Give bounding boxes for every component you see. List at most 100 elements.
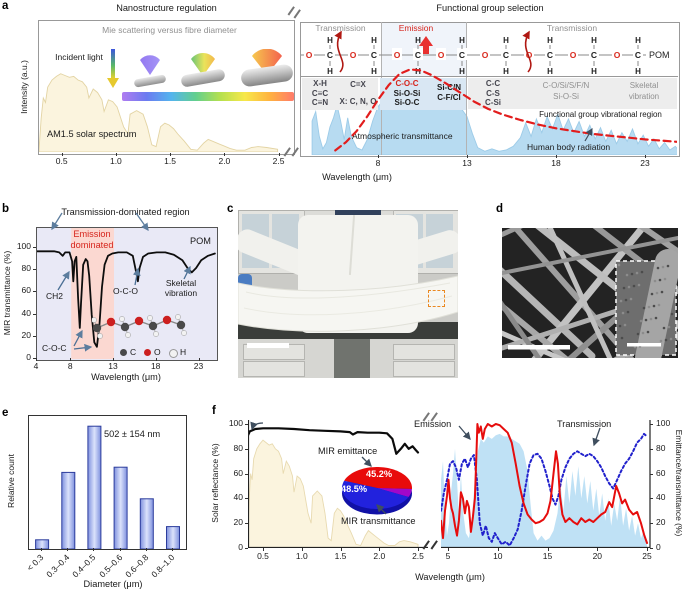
e-tick: [41, 548, 43, 551]
b-tick-label: 100: [16, 241, 31, 251]
f-left-tick: [379, 548, 381, 551]
b-tick-label: 23: [193, 361, 204, 371]
svg-text:H: H: [327, 67, 333, 76]
emission-dominated-label-1: Emission: [73, 229, 111, 239]
am15-label: AM1.5 solar spectrum: [47, 129, 137, 139]
b-tick: [33, 269, 36, 271]
incident-light-label: Incident light: [55, 52, 103, 62]
svg-text:C: C: [371, 50, 377, 60]
mir-emittance-label: MIR emittance: [318, 446, 378, 456]
svg-text:C: C: [635, 50, 641, 60]
panel-a-label: a: [2, 0, 9, 12]
a-left-tick: [224, 153, 226, 156]
b-tick: [33, 335, 36, 337]
mie-fan-small-icon: [140, 55, 160, 75]
f-right-tick: [650, 548, 653, 549]
f-right-tick: [448, 548, 449, 551]
svg-text:H: H: [635, 36, 641, 45]
mie-fan-medium-icon: [191, 53, 215, 76]
f-left-tick: [245, 448, 248, 450]
svg-text:O: O: [570, 50, 577, 60]
e-tick: [172, 548, 173, 551]
a-left-tick-label: 2.0: [218, 156, 231, 166]
f-right-tick: [650, 498, 653, 500]
region-transmission-right: Transmission: [546, 23, 598, 33]
svg-text:C: C: [327, 50, 333, 60]
group-bg-emission: [380, 78, 466, 110]
oxygen-legend-icon: [144, 349, 151, 356]
panel-d-label: d: [496, 203, 504, 215]
f-right-tick: [650, 473, 653, 475]
group-cc-triple: C≡C: [311, 88, 329, 98]
b-tick-label: 18: [150, 361, 161, 371]
svg-text:POM: POM: [649, 50, 670, 60]
b-tick-label: 80: [21, 263, 31, 274]
svg-text:H: H: [459, 36, 465, 45]
sem-image: [502, 228, 678, 358]
am15-solar-spectrum-chart: [39, 73, 279, 152]
f-right-tick-label: 25: [642, 551, 652, 561]
ch2-annotation: CH2: [46, 291, 64, 301]
incident-light-arrow-icon: [107, 49, 119, 88]
e-tick: [93, 548, 95, 551]
svg-text:H: H: [327, 36, 333, 45]
oxygen-legend-label: O: [154, 347, 161, 357]
mir-transmittance-chart: [36, 227, 218, 361]
f-left-tick: [418, 548, 419, 551]
b-tick: [33, 291, 36, 293]
panel-f-ylabel-left: Solar reflectance (%): [210, 443, 221, 523]
svg-text:H: H: [547, 67, 553, 76]
b-tick-label: 20: [21, 329, 31, 340]
panel-c-label: c: [227, 203, 234, 215]
panel-b-title: Transmission-dominated region: [61, 207, 190, 217]
group-skeletal-1: Skeletal: [629, 81, 659, 90]
e-tick: [119, 548, 121, 551]
f-left-tick-label: 1.5: [334, 551, 347, 561]
drawer: [243, 361, 305, 377]
group-siosi2: Si-O-Si: [553, 91, 579, 101]
svg-text:H: H: [547, 36, 553, 45]
svg-text:H: H: [591, 36, 597, 45]
panel-a-xlabel: Wavelength (μm): [322, 172, 392, 182]
fabric-photo: [238, 210, 458, 378]
a-right-tick: [556, 155, 557, 158]
a-left-tick: [61, 153, 63, 156]
panel-a-right-title: Functional group selection: [436, 3, 544, 13]
panel-f-label: f: [212, 405, 216, 417]
coc-annotation: C-O-C: [42, 343, 67, 353]
panel-e-ylabel: Relative count: [6, 454, 17, 508]
a-right-tick-label: 8: [375, 158, 381, 168]
human-body-radiation-curve: [334, 68, 677, 152]
f-right-tick-label: 15: [542, 551, 553, 561]
f-left-tick: [263, 548, 264, 551]
f-left-tick-label: 20: [233, 517, 243, 528]
group-cosisfn: C-O/Si/S/F/N: [542, 81, 590, 90]
drawer: [393, 344, 455, 360]
panel-f-xlabel: Wavelength (μm): [415, 572, 485, 582]
f-left-tick: [245, 523, 248, 525]
region-emission: Emission: [398, 23, 434, 33]
b-tick: [33, 358, 36, 359]
f-left-tick: [245, 548, 248, 549]
svg-text:O: O: [438, 50, 445, 60]
a-left-tick: [170, 153, 172, 156]
a-right-tick-label: 13: [462, 158, 472, 168]
svg-text:O: O: [614, 50, 621, 60]
f-left-tick: [301, 548, 303, 551]
b-tick: [70, 358, 72, 361]
emission-dominated-label-2: dominated: [70, 239, 114, 250]
mie-fan-large-icon: [252, 49, 282, 75]
functional-group-box: [300, 22, 680, 157]
group-sicn: Si-C/N: [437, 83, 461, 92]
emittance-pct: 45.2%: [366, 469, 393, 479]
svg-text:H: H: [371, 67, 377, 76]
group-cc: C-C: [485, 79, 501, 88]
gridline-13um: [466, 22, 467, 155]
f-left-tick-label: 1.0: [295, 551, 308, 561]
f-right-tick: [497, 548, 499, 551]
a-left-tick-label: 1.0: [109, 156, 122, 166]
b-tick-label: 4: [33, 361, 39, 371]
b-tick: [198, 358, 200, 361]
photo-scale-bar: [247, 343, 289, 348]
